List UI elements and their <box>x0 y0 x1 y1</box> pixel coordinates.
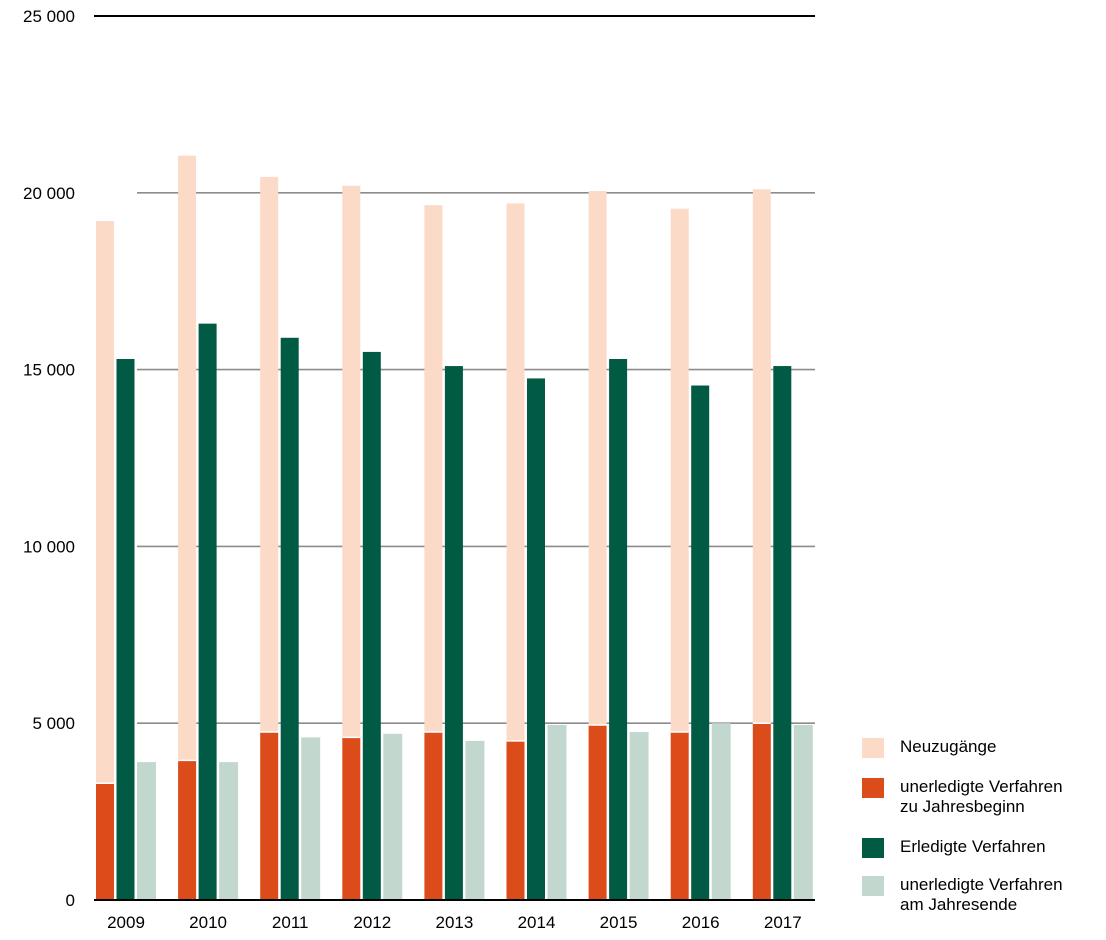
bar-neuzugaenge-2015 <box>588 191 607 725</box>
bar-unerledigte-verfahren-zu-jahresbeginn-2017 <box>752 723 771 900</box>
bar-unerledigte-verfahren-zu-jahresbeginn-2011 <box>260 732 279 900</box>
bar-unerledigte-verfahren-am-jahresende-2015 <box>629 732 649 900</box>
legend-label-erledigte-verfahren: Erledigte Verfahren <box>900 837 1046 856</box>
x-tick-label-2009: 2009 <box>107 913 145 932</box>
bar-erledigte-verfahren-2014 <box>527 378 545 900</box>
y-tick-label: 15 000 <box>23 361 75 380</box>
bar-unerledigte-verfahren-am-jahresende-2014 <box>547 724 567 900</box>
bar-neuzugaenge-2010 <box>178 155 197 761</box>
bars <box>94 155 815 901</box>
bar-unerledigte-verfahren-am-jahresende-2016 <box>711 723 731 900</box>
legend-swatch-neuzugaenge <box>862 738 884 758</box>
bar-neuzugaenge-2012 <box>342 185 361 738</box>
bar-erledigte-verfahren-2013 <box>444 366 463 901</box>
bar-unerledigte-verfahren-am-jahresende-2010 <box>219 762 239 900</box>
y-axis-tick-labels: 0 5 000 10 000 15 000 20 000 25 000 <box>23 7 75 910</box>
bar-unerledigte-verfahren-zu-jahresbeginn-2009 <box>96 783 114 900</box>
x-axis-tick-labels: 2009 2010 2011 2012 2013 2014 2015 2016 2017 <box>107 913 802 932</box>
bar-erledigte-verfahren-2009 <box>116 358 135 900</box>
bar-erledigte-verfahren-2017 <box>773 366 792 901</box>
bar-neuzugaenge-2014 <box>506 203 525 741</box>
legend-item-erledigte-verfahren: Erledigte Verfahren <box>862 837 1106 875</box>
x-tick-label-2016: 2016 <box>682 913 720 932</box>
bar-unerledigte-verfahren-zu-jahresbeginn-2016 <box>670 732 689 900</box>
bar-neuzugaenge-2016 <box>670 208 689 733</box>
bar-unerledigte-verfahren-am-jahresende-2009 <box>137 762 156 900</box>
y-tick-label: 10 000 <box>23 537 75 556</box>
bar-unerledigte-verfahren-am-jahresende-2012 <box>383 733 403 900</box>
bar-unerledigte-verfahren-zu-jahresbeginn-2015 <box>588 724 607 900</box>
bar-unerledigte-verfahren-zu-jahresbeginn-2013 <box>424 732 443 900</box>
bar-unerledigte-verfahren-am-jahresende-2017 <box>793 724 813 900</box>
legend-swatch-erledigte-verfahren <box>862 838 884 858</box>
bar-unerledigte-verfahren-am-jahresende-2013 <box>465 740 485 900</box>
bar-erledigte-verfahren-2011 <box>280 337 299 900</box>
bar-unerledigte-verfahren-zu-jahresbeginn-2010 <box>178 760 197 900</box>
y-tick-label: 5 000 <box>32 714 75 733</box>
x-tick-label-2011: 2011 <box>272 913 309 932</box>
bar-erledigte-verfahren-2010 <box>198 323 217 901</box>
legend-item-unerledigte-jahresende: unerledigte Verfahren am Jahresende <box>862 875 1106 917</box>
bar-erledigte-verfahren-2015 <box>609 358 628 900</box>
bar-unerledigte-verfahren-am-jahresende-2011 <box>301 737 321 900</box>
y-tick-label: 20 000 <box>23 184 75 203</box>
y-tick-label: 0 <box>66 891 75 910</box>
x-tick-label-2015: 2015 <box>600 913 638 932</box>
legend-item-unerledigte-jahresbeginn: unerledigte Verfahren zu Jahresbeginn <box>862 777 1106 837</box>
x-tick-label-2010: 2010 <box>189 913 227 932</box>
x-tick-label-2013: 2013 <box>435 913 473 932</box>
legend-item-neuzugaenge: Neuzugänge <box>862 737 1106 777</box>
x-tick-label-2017: 2017 <box>764 913 802 932</box>
bar-neuzugaenge-2013 <box>424 205 443 733</box>
bar-neuzugaenge-2017 <box>752 189 771 724</box>
x-tick-label-2012: 2012 <box>353 913 391 932</box>
bar-neuzugaenge-2011 <box>260 176 279 733</box>
y-tick-label: 25 000 <box>23 7 75 26</box>
bar-erledigte-verfahren-2016 <box>691 385 710 901</box>
legend: Neuzugänge unerledigte Verfahren zu Jahr… <box>862 737 1106 917</box>
bar-unerledigte-verfahren-zu-jahresbeginn-2012 <box>342 737 361 900</box>
bar-neuzugaenge-2009 <box>96 221 114 784</box>
bar-unerledigte-verfahren-zu-jahresbeginn-2014 <box>506 740 525 900</box>
x-tick-label-2014: 2014 <box>518 913 556 932</box>
legend-label-neuzugaenge: Neuzugänge <box>900 737 997 756</box>
legend-swatch-unerledigte-jahresende <box>862 876 884 896</box>
legend-swatch-unerledigte-jahresbeginn <box>862 778 884 798</box>
legend-label-unerledigte-jahresende: unerledigte Verfahren am Jahresende <box>900 875 1063 914</box>
bar-erledigte-verfahren-2012 <box>362 351 381 900</box>
legend-label-unerledigte-jahresbeginn: unerledigte Verfahren zu Jahresbeginn <box>900 777 1063 816</box>
